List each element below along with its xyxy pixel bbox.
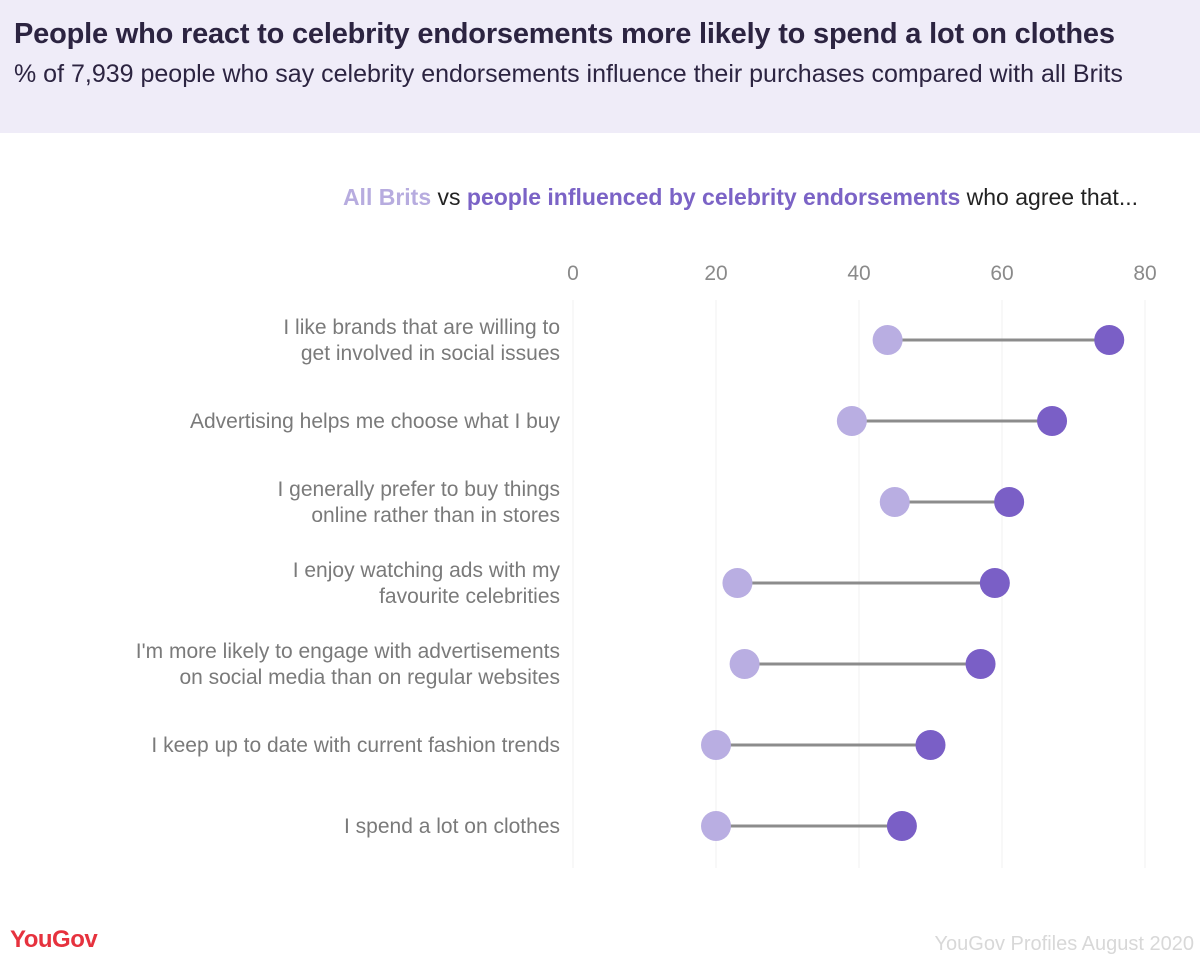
point-influenced: [915, 730, 946, 760]
x-tick-label: 60: [990, 262, 1013, 285]
header-band: People who react to celebrity endorsemen…: [0, 0, 1200, 133]
source-note: YouGov Profiles August 2020: [934, 933, 1194, 955]
category-label: Advertising helps me choose what I buy: [190, 410, 561, 433]
point-influenced: [994, 487, 1025, 517]
category-label: I enjoy watching ads with my: [293, 559, 561, 582]
point-influenced: [1037, 406, 1068, 436]
category-label: I spend a lot on clothes: [344, 815, 560, 838]
category-label: I generally prefer to buy things: [278, 478, 561, 501]
point-all-brits: [872, 325, 903, 355]
category-label: get involved in social issues: [301, 342, 560, 365]
category-label: online rather than in stores: [311, 504, 560, 527]
point-all-brits: [729, 649, 760, 679]
point-influenced: [979, 568, 1010, 598]
point-influenced: [965, 649, 996, 679]
x-tick-label: 0: [567, 262, 579, 285]
category-label: I'm more likely to engage with advertise…: [136, 640, 560, 663]
point-all-brits: [879, 487, 910, 517]
x-tick-label: 20: [704, 262, 727, 285]
point-all-brits: [722, 568, 753, 598]
legend-suffix: who agree that...: [966, 184, 1138, 210]
category-label: I like brands that are willing to: [283, 316, 560, 339]
category-label: I keep up to date with current fashion t…: [151, 734, 560, 757]
legend-influenced: people influenced by celebrity endorseme…: [466, 184, 961, 210]
legend: All Brits vs people influenced by celebr…: [343, 184, 1138, 211]
point-influenced: [886, 811, 917, 841]
legend-joiner: vs: [437, 184, 461, 210]
point-all-brits: [836, 406, 867, 436]
chart-title: People who react to celebrity endorsemen…: [14, 18, 1115, 50]
point-all-brits: [701, 811, 731, 841]
chart-subtitle: % of 7,939 people who say celebrity endo…: [14, 60, 1123, 88]
x-tick-label: 80: [1133, 262, 1156, 285]
legend-all-brits: All Brits: [342, 184, 432, 210]
yougov-logo: YouGov: [10, 926, 98, 953]
point-influenced: [1094, 325, 1125, 355]
category-label: on social media than on regular websites: [179, 666, 560, 689]
category-label: favourite celebrities: [379, 585, 560, 608]
x-tick-label: 40: [847, 262, 870, 285]
point-all-brits: [701, 730, 731, 760]
